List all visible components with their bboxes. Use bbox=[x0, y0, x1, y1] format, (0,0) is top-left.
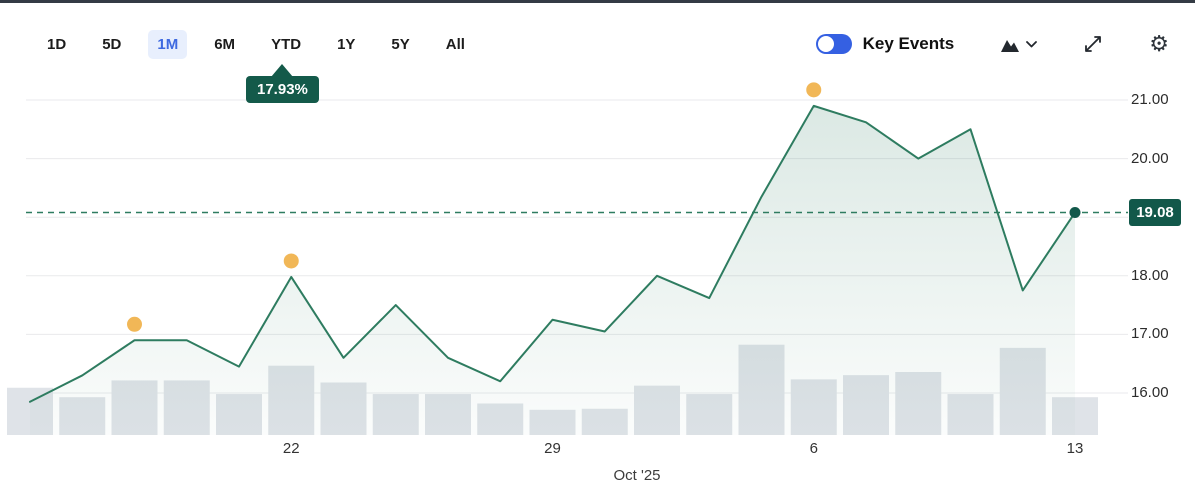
x-axis-label: 13 bbox=[1066, 440, 1084, 457]
fullscreen-button[interactable] bbox=[1083, 34, 1103, 54]
x-axis-label: 6 bbox=[809, 440, 818, 457]
settings-button[interactable]: ⚙ bbox=[1149, 33, 1169, 55]
price-line bbox=[29, 104, 1076, 403]
range-button-5d[interactable]: 5D bbox=[93, 30, 130, 59]
x-axis-label: 22 bbox=[282, 440, 300, 457]
price-chart bbox=[7, 82, 1128, 436]
price-area bbox=[30, 105, 1075, 436]
toggle-knob bbox=[817, 36, 834, 52]
range-button-5y[interactable]: 5Y bbox=[382, 30, 418, 59]
range-button-all[interactable]: All bbox=[437, 30, 474, 59]
x-axis-label: 29 bbox=[544, 440, 561, 457]
range-button-1y[interactable]: 1Y bbox=[328, 30, 364, 59]
current-price-dot bbox=[1069, 207, 1081, 219]
key-event-dot[interactable] bbox=[283, 253, 299, 269]
current-price-badge: 19.08 bbox=[1129, 198, 1181, 226]
range-button-1d[interactable]: 1D bbox=[38, 30, 75, 59]
range-selector: 1D 5D 1M 6M YTD 1Y 5Y All bbox=[38, 29, 474, 59]
range-button-6m[interactable]: 6M bbox=[205, 30, 244, 59]
y-axis-label: 16.00 bbox=[1131, 384, 1169, 401]
key-events-label: Key Events bbox=[862, 34, 955, 53]
expand-icon bbox=[1085, 36, 1102, 52]
y-axis-label: 17.00 bbox=[1131, 325, 1169, 343]
area-chart-icon bbox=[1001, 39, 1020, 52]
change-percent-badge: 17.93% bbox=[246, 76, 319, 103]
key-events-group: Key Events bbox=[815, 34, 955, 54]
chart-tools: Key Events ⚙ bbox=[815, 21, 1169, 67]
range-button-1m[interactable]: 1M bbox=[148, 29, 188, 59]
key-events-toggle[interactable] bbox=[815, 34, 852, 54]
y-axis-label: 18.00 bbox=[1131, 266, 1169, 284]
key-event-dot[interactable] bbox=[127, 316, 142, 332]
y-axis-label: 21.00 bbox=[1131, 91, 1169, 108]
chevron-down-icon bbox=[1026, 40, 1038, 47]
chart-type-selector[interactable] bbox=[1000, 36, 1038, 53]
x-axis-month-label: Oct '25 bbox=[613, 467, 661, 484]
key-event-dot[interactable] bbox=[806, 82, 822, 98]
chart-toolbar: 1D 5D 1M 6M YTD 1Y 5Y All bbox=[0, 21, 1195, 67]
range-button-ytd[interactable]: YTD bbox=[262, 30, 310, 59]
y-axis-label: 20.00 bbox=[1131, 149, 1169, 167]
x-axis: 22 29 6 13 bbox=[0, 440, 1195, 462]
gear-icon: ⚙ bbox=[1149, 31, 1169, 56]
